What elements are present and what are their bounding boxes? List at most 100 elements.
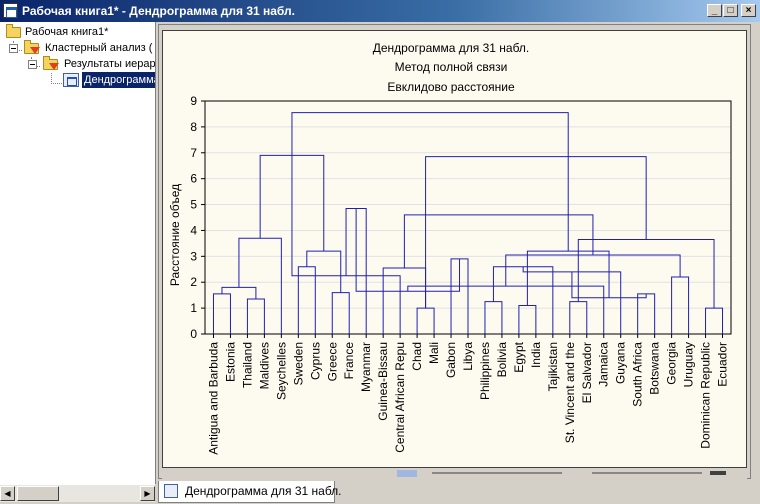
y-tick-label: 1 [190,301,197,315]
leaf-label: Ecuador [716,342,730,387]
leaf-label: Gabon [444,342,458,378]
leaf-label: Estonia [223,342,237,382]
dendrogram-link [450,258,469,334]
leaf-label: Guyana [614,342,628,384]
window-title: Рабочая книга1* - Дендрограмма для 31 на… [22,4,295,18]
leaf-label: Cyprus [308,342,322,380]
collapse-icon[interactable] [28,60,37,69]
dendrogram-link [569,301,588,334]
dendrogram-link [484,301,503,334]
dendrogram-link [291,112,569,252]
leaf-label: India [529,342,543,368]
leaf-label: Maldives [257,342,271,389]
tree-item-dendrogram[interactable]: Дендрограмма [0,72,155,88]
graph-toolbar [162,468,747,479]
leaf-label: France [342,342,356,380]
collapse-icon[interactable] [9,44,18,53]
y-tick-label: 3 [190,249,197,263]
dendrogram-link [505,254,681,287]
dendrogram-link [306,250,342,293]
tree-item-hierarchical-results[interactable]: Результаты иерар [0,56,155,72]
workbook-tree: Рабочая книга1* Кластерный анализ ( Резу… [0,22,156,484]
workbook-icon [3,3,18,18]
leaf-label: Bolivia [495,342,509,378]
dendrogram-link [331,292,350,334]
maximize-button[interactable]: □ [723,4,738,17]
leaf-label: Jamaica [597,342,611,387]
scroll-thumb[interactable] [17,486,59,501]
close-button[interactable]: × [741,4,756,17]
leaf-label: Dominican Republic [699,342,713,449]
y-tick-label: 7 [190,146,197,160]
dendrogram-chart: Дендрограмма для 31 набл. Метод полной с… [168,41,732,455]
leaf-label: South Africa [631,342,645,407]
tree-item-workbook[interactable]: Рабочая книга1* [3,24,153,40]
graph-zoom-controls[interactable] [162,468,747,479]
chart-subtitle-method: Метод полной связи [395,60,508,74]
graph-canvas: Дендрограмма для 31 набл. Метод полной с… [162,30,747,468]
y-tick-label: 9 [190,94,197,108]
dendrogram-link [425,156,647,309]
tree-horizontal-scrollbar[interactable]: ◀ ▶ [0,484,155,502]
leaf-label: Guinea-Bissau [376,342,390,421]
leaf-label: Chad [410,342,424,371]
y-axis-label: Расстояние объед [168,184,182,286]
leaf-label: Philippines [478,342,492,400]
scroll-left-button[interactable]: ◀ [0,486,15,501]
graph-icon [63,73,79,87]
tree-item-label: Дендрограмма [82,72,155,88]
dendrogram-link [246,298,265,334]
leaf-label: Sweden [291,342,305,385]
leaf-label: Thailand [240,342,254,388]
dendrogram-link [238,237,282,334]
leaf-label: Egypt [512,341,526,372]
dendrogram-link [526,250,610,306]
leaf-label: Seychelles [274,342,288,400]
scroll-right-button[interactable]: ▶ [140,486,155,501]
tree-item-label: Результаты иерар [64,58,156,70]
leaf-label: St. Vincent and the [563,342,577,444]
folder-open-icon [6,24,21,38]
y-tick-label: 4 [190,223,197,237]
dendrogram-link [637,293,656,334]
y-tick-label: 5 [190,198,197,212]
leaf-label: Botswana [648,342,662,395]
tree-item-label: Кластерный анализ ( [45,42,153,54]
minimize-button[interactable]: _ [707,4,722,17]
tree-item-cluster-analysis[interactable]: Кластерный анализ ( [0,40,155,56]
tree-item-label: Рабочая книга1* [25,26,109,38]
leaf-label: El Salvador [580,342,594,403]
leaf-label: Mali [427,342,441,364]
chart-subtitle-distance: Евклидово расстояние [387,80,515,94]
leaf-label: Georgia [665,342,679,385]
tab-dendrogram[interactable]: Дендрограмма для 31 набл. [158,481,342,503]
dendrogram-link [671,276,690,334]
y-tick-label: 8 [190,120,197,134]
dendrogram-link [518,305,537,334]
red-arrow-badge-icon [30,47,40,54]
leaf-label: Central African Repu [393,342,407,453]
dendrogram-link [212,293,231,334]
dendrogram-link [416,307,435,334]
window-title-bar: Рабочая книга1* - Дендрограмма для 31 на… [0,0,760,22]
leaf-label: Myanmar [359,342,373,392]
leaf-label: Greece [325,342,339,382]
tab-label: Дендрограмма для 31 набл. [185,484,342,498]
red-arrow-badge-icon [49,63,59,70]
dendrogram-link [382,267,427,334]
dendrogram-link [705,307,724,334]
leaf-label: Antigua and Barbuda [206,342,220,455]
dendrogram-link [571,271,647,299]
graph-icon [164,484,178,498]
dendrogram-link [577,239,715,309]
graph-vertical-scrollbar[interactable] [751,24,760,479]
dendrogram-link [221,286,257,300]
dendrogram-link [403,214,594,268]
leaf-label: Libya [461,342,475,371]
y-tick-label: 2 [190,275,197,289]
dendrogram-link [297,266,316,334]
dendrogram-link [407,285,605,334]
dendrogram-link [355,208,461,292]
leaf-label: Uruguay [682,342,696,387]
leaf-label: Tajikistan [546,342,560,391]
